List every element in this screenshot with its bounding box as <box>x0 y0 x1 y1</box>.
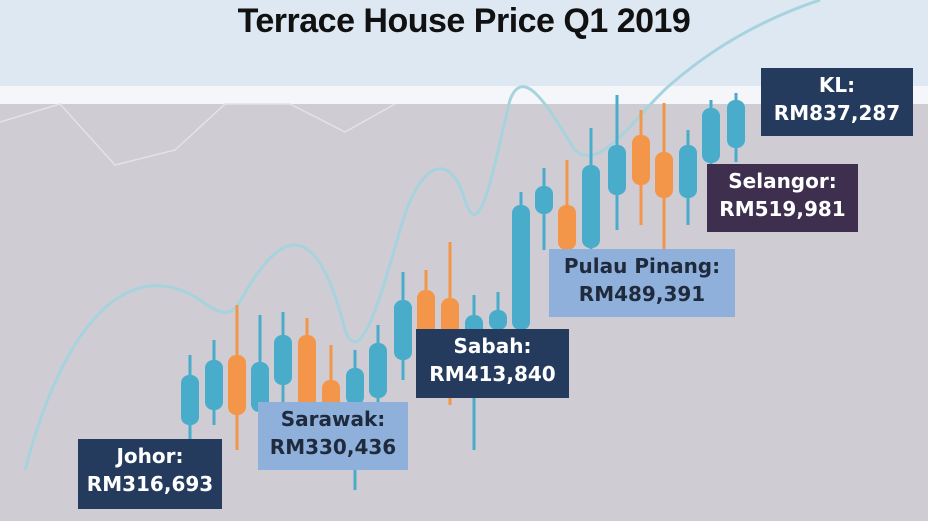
candle-body <box>512 205 530 330</box>
annotation-state: Selangor: <box>728 169 837 193</box>
candle-body <box>727 100 745 148</box>
annotation-johor: Johor: RM316,693 <box>78 439 222 509</box>
candle-body <box>181 375 199 425</box>
candle-body <box>346 368 364 405</box>
background-zigzag <box>0 103 396 166</box>
candle-body <box>679 145 697 198</box>
annotation-price: RM330,436 <box>269 435 397 459</box>
annotation-price: RM519,981 <box>719 197 846 221</box>
chart-title: Terrace House Price Q1 2019 <box>237 2 691 40</box>
annotation-price: RM837,287 <box>773 101 901 125</box>
annotation-state: KL: <box>818 73 856 97</box>
annotation-price: RM316,693 <box>86 472 214 496</box>
candle-body <box>632 135 650 185</box>
annotation-state: Johor: <box>116 444 184 468</box>
annotation-price: RM413,840 <box>429 362 556 386</box>
candle-body <box>558 205 576 250</box>
candle-body <box>298 335 316 408</box>
candle-body <box>608 145 626 195</box>
annotation-pulau-pinang: Pulau Pinang: RM489,391 <box>549 249 735 317</box>
candle-body <box>535 186 553 214</box>
candle-body <box>251 362 269 412</box>
candle-body <box>582 165 600 248</box>
annotation-state: Sabah: <box>453 334 532 358</box>
annotation-price: RM489,391 <box>578 282 706 306</box>
annotation-kl: KL: RM837,287 <box>761 68 913 136</box>
candle-body <box>702 108 720 163</box>
annotation-state: Sarawak: <box>280 407 386 431</box>
candle-body <box>489 310 507 330</box>
candle-body <box>369 343 387 398</box>
candle-body <box>655 152 673 198</box>
annotation-selangor: Selangor: RM519,981 <box>707 164 858 232</box>
candle-body <box>394 300 412 360</box>
annotation-sarawak: Sarawak: RM330,436 <box>258 402 408 470</box>
candle-body <box>205 360 223 410</box>
annotation-sabah: Sabah: RM413,840 <box>416 329 569 398</box>
candle-body <box>228 355 246 415</box>
annotation-state: Pulau Pinang: <box>563 254 721 278</box>
candle-body <box>274 335 292 385</box>
header-divider <box>0 86 928 104</box>
